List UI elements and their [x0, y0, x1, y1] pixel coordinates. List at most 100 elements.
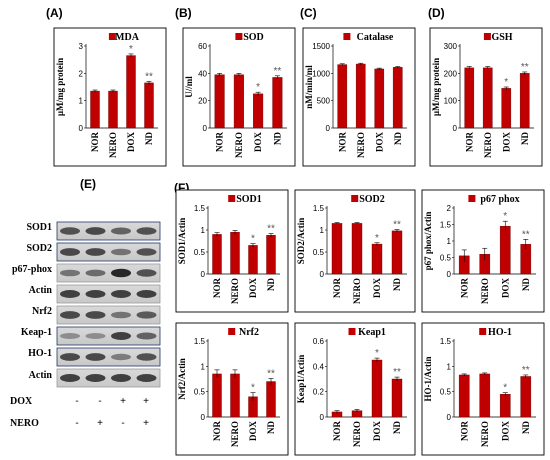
chart-title: SOD1	[236, 194, 262, 205]
y-axis-label: nM/min/ml	[304, 65, 314, 109]
dox-sign-4: +	[143, 396, 149, 407]
bar	[520, 376, 532, 418]
x-tick-label: NERO	[234, 132, 244, 158]
significance-mark: **	[393, 220, 401, 231]
y-tick-label: 0.5	[313, 248, 325, 257]
chart-title: GSH	[491, 32, 512, 43]
x-tick-label: NOR	[459, 421, 469, 442]
bar	[371, 359, 383, 418]
significance-mark: *	[375, 233, 379, 244]
bar	[272, 77, 283, 129]
bar	[355, 63, 366, 129]
x-tick-label: DOX	[372, 421, 382, 442]
x-tick-label: NERO	[108, 132, 118, 158]
blot-label-keap1: Keap-1	[20, 327, 52, 338]
x-tick-label: DOX	[253, 132, 263, 153]
x-tick-label: ND	[521, 421, 531, 434]
x-tick-label: NOR	[337, 132, 347, 153]
panel-letter-b: (B)	[175, 6, 192, 20]
significance-mark: **	[522, 229, 530, 240]
legend-swatch	[228, 195, 236, 202]
condition-label-dox: DOX	[10, 396, 33, 407]
y-tick-label: 0	[447, 270, 452, 279]
bar	[391, 230, 403, 275]
blot-label-actin-2: Actin	[28, 370, 52, 381]
y-tick-label: 0	[320, 413, 325, 422]
significance-mark: *	[251, 234, 255, 245]
significance-mark: **	[522, 365, 530, 376]
bar	[266, 235, 276, 275]
y-axis-label: p67 phox/Actin	[423, 212, 433, 271]
bar	[108, 90, 118, 129]
y-tick-label: 0.4	[313, 362, 325, 371]
panel-letter-e: (E)	[80, 177, 96, 191]
bar	[499, 394, 511, 418]
panel-letter-c: (C)	[300, 6, 317, 20]
condition-label-nero: NERO	[10, 418, 39, 429]
x-tick-label: DOX	[248, 278, 258, 299]
bar	[464, 67, 475, 129]
legend-swatch	[351, 195, 359, 202]
bar	[233, 74, 244, 129]
y-tick-label: 0	[201, 270, 206, 279]
x-tick-label: ND	[520, 132, 530, 145]
x-tick-label: NERO	[352, 278, 362, 304]
y-tick-label: 2	[79, 69, 84, 78]
y-tick-label: 0	[447, 413, 452, 422]
chart-title: p67 phox	[480, 194, 519, 205]
y-tick-label: 200	[444, 69, 458, 78]
y-axis-label: SOD2/Actin	[296, 218, 306, 265]
x-tick-label: NERO	[352, 421, 362, 447]
legend-swatch	[483, 33, 491, 40]
x-tick-label: DOX	[126, 132, 136, 153]
x-tick-label: ND	[393, 132, 403, 145]
significance-mark: **	[273, 66, 281, 77]
chart-f5: Keap1 0 0.2 0.4 0.6 Keap1/Actin NOR NERO * DOX ** N…	[294, 322, 416, 456]
significance-mark: **	[267, 368, 275, 379]
y-tick-label: 1	[201, 362, 206, 371]
y-axis-label: HO-1/Actin	[423, 357, 433, 402]
dox-sign-3: +	[120, 396, 126, 407]
bar	[331, 223, 343, 275]
chart-title: HO-1	[488, 327, 512, 338]
x-tick-label: DOX	[248, 421, 258, 442]
significance-mark: **	[267, 224, 275, 235]
chart-title: Catalase	[357, 32, 394, 43]
chart-f1: SOD1 0 0.5 1 1.5 SOD1/Actin NOR NERO * DOX ** ND	[175, 189, 289, 313]
bar	[248, 245, 258, 275]
bar	[212, 373, 222, 418]
y-axis-label: Nrf2/Actin	[177, 358, 187, 400]
significance-mark: *	[503, 383, 507, 394]
legend-swatch	[343, 33, 351, 40]
bar	[371, 243, 383, 275]
y-tick-label: 0	[203, 124, 208, 133]
y-tick-label: 1.5	[440, 337, 452, 346]
x-tick-label: DOX	[372, 278, 382, 299]
x-tick-label: NOR	[212, 278, 222, 299]
bar	[126, 55, 136, 129]
bar	[337, 64, 348, 129]
x-tick-label: NOR	[215, 132, 225, 153]
chart-f3: p67 phox 0 0.5 1 1.5 2 p67 phox/Actin NOR NERO * D…	[421, 189, 545, 313]
y-tick-label: 0.6	[313, 337, 325, 346]
y-tick-label: 0.5	[194, 248, 206, 257]
bar	[214, 74, 225, 129]
y-tick-label: 40	[198, 69, 207, 78]
bar	[482, 67, 493, 129]
chart-title: Keap1	[358, 327, 386, 338]
bar	[230, 231, 240, 275]
x-tick-label: NERO	[480, 421, 490, 447]
dox-sign-1: -	[75, 396, 79, 407]
y-tick-label: 1	[447, 362, 452, 371]
blot-label-ho1: HO-1	[28, 348, 52, 359]
y-tick-label: 1.5	[313, 204, 325, 213]
legend-swatch	[348, 328, 356, 335]
y-tick-label: 0	[201, 413, 206, 422]
y-tick-label: 0	[320, 270, 325, 279]
x-tick-label: ND	[521, 278, 531, 291]
nero-sign-4: +	[143, 418, 149, 429]
x-tick-label: DOX	[374, 132, 384, 153]
x-tick-label: ND	[392, 278, 402, 291]
y-axis-label: µM/mg protein	[431, 58, 441, 116]
